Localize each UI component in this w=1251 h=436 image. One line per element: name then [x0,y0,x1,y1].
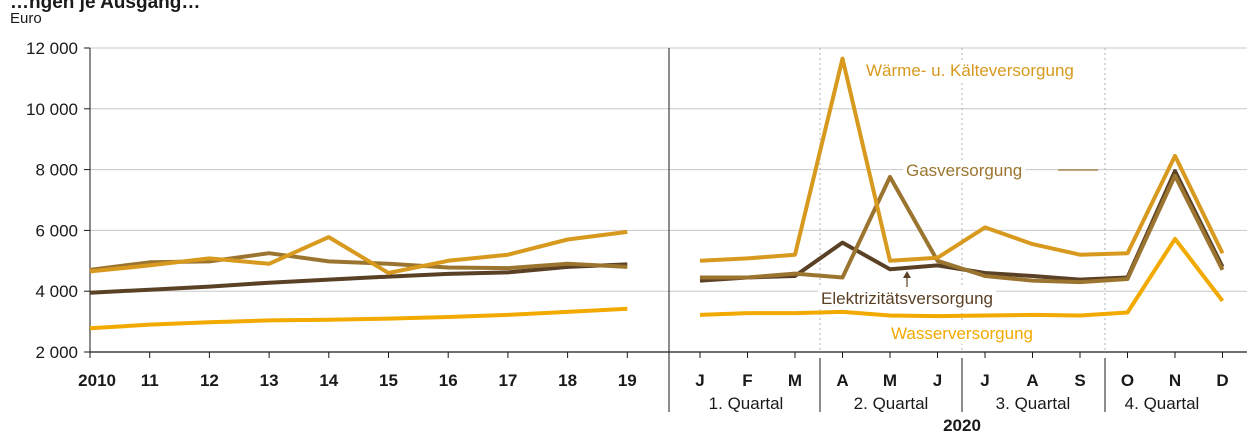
x-tick-label: 14 [319,371,338,390]
series-label: Elektrizitätsversorgung [821,289,993,308]
x-tick-label: F [742,371,752,390]
x-tick-label: 13 [260,371,279,390]
series-lines [89,56,1225,331]
series-line-monthly [699,169,1225,283]
x-tick-label: 17 [498,371,517,390]
series-line-monthly [699,56,1225,263]
axes [84,47,1247,412]
series-line-monthly [699,236,1225,319]
x-tick-label: 16 [439,371,458,390]
series-label-background [863,60,1077,81]
quarter-label: 1. Quartal [709,394,784,413]
x-tick-label: 2010 [78,371,116,390]
y-tick-label: 6 000 [35,221,78,240]
y-tick-label: 8 000 [35,161,78,180]
series-label-background [903,160,1026,181]
series-label: Gasversorgung [906,161,1022,180]
quarter-label: 4. Quartal [1125,394,1200,413]
x-tick-label: 19 [618,371,637,390]
series-line-annual [89,229,628,275]
x-tick-label: 12 [200,371,219,390]
quarter-label: 2. Quartal [854,394,929,413]
series-label-background [818,288,996,309]
x-tick-label: J [933,371,942,390]
quarter-label: 3. Quartal [996,394,1071,413]
x-tick-label: D [1216,371,1228,390]
x-tick-label: J [695,371,704,390]
y-tick-label: 2 000 [35,343,78,362]
y-tick-label: 12 000 [26,39,78,58]
x-tick-labels: 2010 11 12 13 14 15 16 17 18 19 J F M A M J J A S O N D 1. Qua… [78,371,1228,413]
series-line-annual [89,306,628,331]
series-labels: Wärme- u. Kälteversorgung Gasversorgung El… [818,60,1098,344]
x-tick-label: A [836,371,848,390]
y-tick-label: 10 000 [26,100,78,119]
series-label: Wärme- u. Kälteversorgung [866,61,1074,80]
y-tick-labels: 2 000 4 000 6 000 8 000 10 000 12 000 [26,39,78,362]
y-tick-label: 4 000 [35,282,78,301]
x-tick-label: M [788,371,802,390]
series-label: Wasserversorgung [891,324,1033,343]
x-tick-label: M [883,371,897,390]
arrow-up-icon [903,271,911,278]
chart-title: …ngen je Ausgang… [10,0,200,13]
series-line-annual [89,262,628,295]
x-tick-label: A [1026,371,1038,390]
series-line-monthly [700,173,1225,285]
year-label-2020: 2020 [943,416,981,435]
series-label-background [887,323,1037,344]
y-axis-label: Euro [10,10,42,27]
x-tick-label: 18 [558,371,577,390]
x-tick-label: O [1121,371,1134,390]
x-tick-label: N [1169,371,1181,390]
x-tick-label: J [980,371,989,390]
x-tick-label: S [1074,371,1085,390]
x-tick-label: 15 [379,371,398,390]
x-tick-label: 11 [141,371,159,390]
